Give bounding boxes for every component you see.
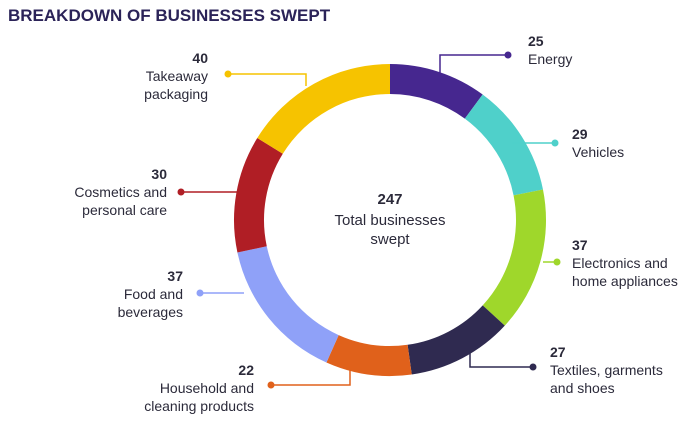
category-label: Energy (528, 51, 573, 67)
connector-dot (504, 51, 512, 59)
connector (271, 370, 351, 386)
value-label: 27 (550, 344, 566, 360)
category-label: Household and cleaning products (144, 380, 254, 414)
donut-segment (257, 64, 390, 154)
connector (469, 350, 533, 368)
donut-segment (407, 305, 505, 375)
donut-segment (237, 246, 339, 363)
category-label: Electronics and home appliances (572, 255, 678, 289)
category-label: Cosmetics and personal care (74, 184, 167, 218)
donut-segment (482, 189, 546, 326)
category-label: Textiles, garments and shoes (550, 362, 663, 396)
donut-segment (464, 94, 543, 196)
total-label: Total businesses swept (334, 212, 446, 248)
connector-dot (551, 139, 559, 147)
connector-dot (553, 258, 561, 266)
connector (439, 54, 508, 75)
connector (228, 73, 307, 86)
donut-segment (326, 335, 412, 377)
donut-segment (390, 64, 483, 119)
category-label: Vehicles (572, 144, 625, 160)
value-label: 40 (192, 50, 208, 66)
category-label: Takeaway packaging (144, 68, 208, 102)
value-label: 22 (238, 362, 254, 378)
total-value: 247 (377, 191, 403, 208)
connector-dot (267, 381, 275, 389)
connector-dot (224, 70, 232, 78)
value-label: 37 (167, 268, 183, 284)
connector-dot (529, 363, 537, 371)
connector-dot (196, 289, 204, 297)
donut-segment (234, 138, 283, 253)
value-label: 30 (151, 166, 167, 182)
value-label: 37 (572, 237, 588, 253)
chart-title: BREAKDOWN OF BUSINESSES SWEPT (8, 6, 331, 25)
connector-dot (177, 188, 185, 196)
value-label: 29 (572, 126, 588, 142)
value-label: 25 (528, 33, 544, 49)
category-label: Food and beverages (117, 286, 183, 320)
